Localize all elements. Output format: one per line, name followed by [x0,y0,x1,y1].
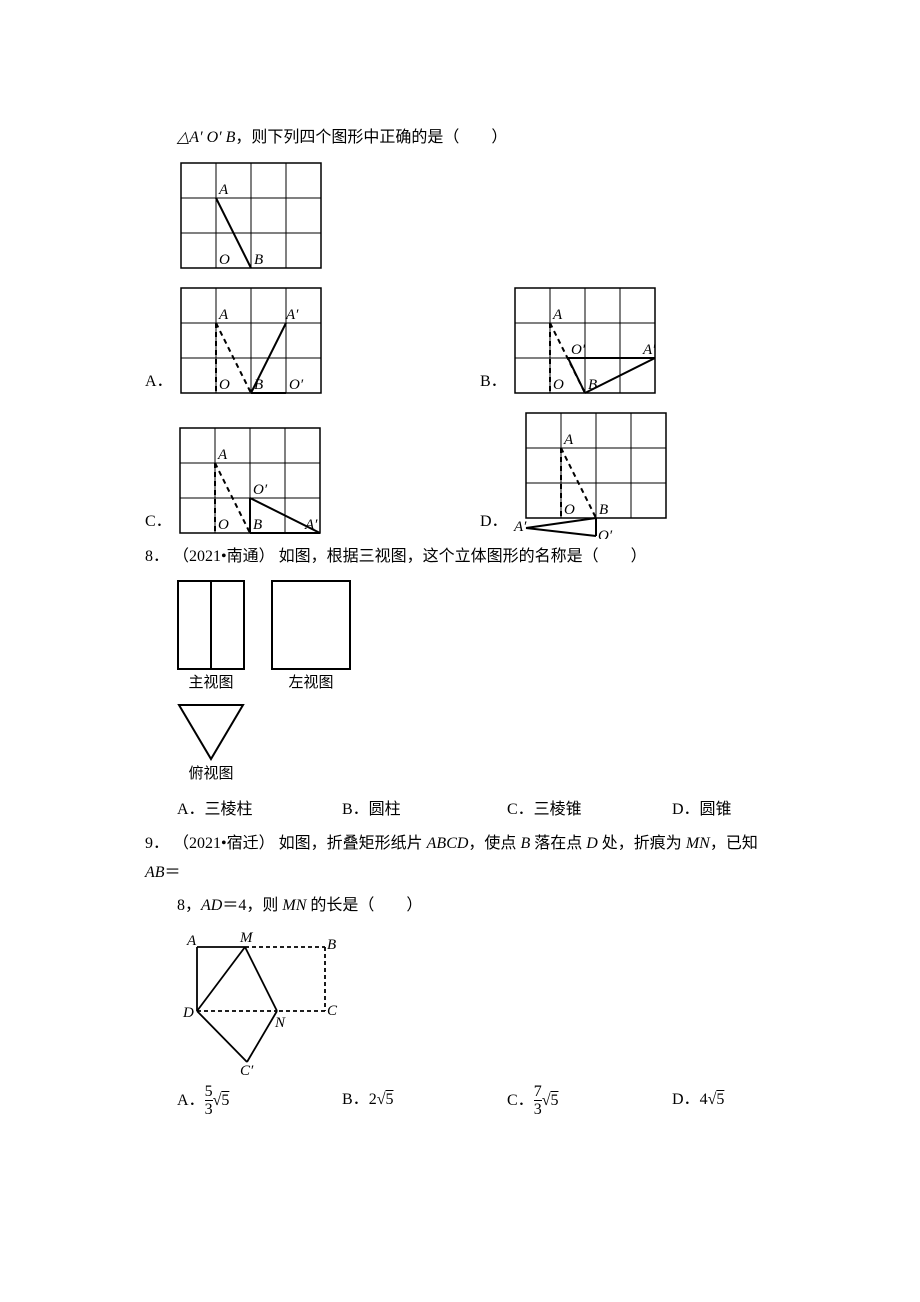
q8-opt-d: D．圆锥 [672,796,837,825]
front-view-label: 主视图 [177,670,245,697]
front-view [177,580,245,670]
svg-text:O: O [219,377,230,393]
svg-text:D: D [182,1005,194,1021]
q7-option-b: B． A O′ A′ O B [480,284,661,399]
svg-text:N: N [274,1015,286,1031]
q9-stem-2: 8，AD＝4，则 MN 的长是（ ） [145,892,775,921]
q9-opt-c: C．73√5 [507,1083,672,1119]
svg-text:A′: A′ [642,342,656,358]
q8-opt-c: C．三棱锥 [507,796,672,825]
svg-text:A: A [563,432,574,448]
svg-text:O′: O′ [598,528,613,539]
svg-text:B: B [327,937,336,953]
left-view-label: 左视图 [271,670,351,697]
svg-text:O: O [553,377,564,393]
svg-text:A: A [186,933,197,949]
q9-source: （2021•宿迁） [173,835,275,852]
svg-text:C: C [327,1003,338,1019]
opt-label-d: D． [480,508,508,537]
svg-text:A′: A′ [513,519,527,535]
svg-text:A′: A′ [304,517,318,533]
svg-text:O′: O′ [253,482,268,498]
q7-option-d: D． A O B A′ O′ [480,409,672,539]
svg-text:O: O [218,517,229,533]
q8-number: 8． [145,548,169,565]
q8-stem-text: 如图，根据三视图，这个立体图形的名称是（ ） [279,548,647,565]
svg-text:B: B [254,252,263,268]
svg-text:B: B [254,377,263,393]
svg-text:A: A [218,307,229,323]
svg-text:A: A [217,447,228,463]
svg-text:A: A [552,307,563,323]
opt-label-b: B． [480,368,507,397]
svg-text:O′: O′ [289,377,304,393]
q9-figure: A M B C D N C′ [177,927,347,1077]
q8-three-views: 主视图 左视图 俯视图 [177,580,775,788]
left-view [271,580,351,670]
svg-text:A′: A′ [285,307,299,323]
q9-stem-1: 9． （2021•宿迁） 如图，折叠矩形纸片 ABCD，使点 B 落在点 D 处… [145,830,775,888]
q7-option-a: A． A A′ O B O′ [145,284,480,399]
svg-text:B: B [253,517,262,533]
svg-text:M: M [239,930,254,946]
q7-original-figure: A O B [177,159,327,274]
q7-stem: △A′ O′ B，则下列四个图形中正确的是（ ） [145,124,775,153]
q8-options: A．三棱柱 B．圆柱 C．三棱锥 D．圆锥 [177,796,775,825]
svg-text:O′: O′ [571,342,586,358]
q8-source: （2021•南通） [173,548,275,565]
svg-text:A: A [218,182,229,198]
svg-text:B: B [599,502,608,518]
q8-opt-b: B．圆柱 [342,796,507,825]
opt-label-a: A． [145,368,173,397]
q9-opt-a: A．53√5 [177,1083,342,1119]
svg-text:B: B [588,377,597,393]
svg-text:C′: C′ [240,1063,254,1077]
q9-number: 9． [145,835,169,852]
q7-option-c: C． A O′ O B A′ [145,409,480,539]
q9-options: A．53√5 B．2√5 C．73√5 D．4√5 [177,1083,775,1119]
opt-label-c: C． [145,508,172,537]
q9-opt-b: B．2√5 [342,1086,507,1115]
q9-opt-d: D．4√5 [672,1086,837,1115]
top-view-label: 俯视图 [177,761,245,788]
svg-text:O: O [219,252,230,268]
svg-text:O: O [564,502,575,518]
top-view [177,703,245,761]
q8-opt-a: A．三棱柱 [177,796,342,825]
q8-stem: 8． （2021•南通） 如图，根据三视图，这个立体图形的名称是（ ） [145,543,775,572]
